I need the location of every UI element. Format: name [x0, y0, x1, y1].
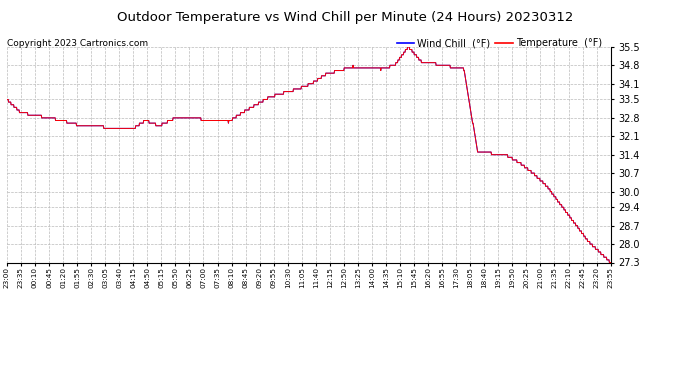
Text: Copyright 2023 Cartronics.com: Copyright 2023 Cartronics.com — [7, 39, 148, 48]
Legend: Wind Chill  (°F), Temperature  (°F): Wind Chill (°F), Temperature (°F) — [393, 34, 606, 52]
Text: Outdoor Temperature vs Wind Chill per Minute (24 Hours) 20230312: Outdoor Temperature vs Wind Chill per Mi… — [117, 11, 573, 24]
